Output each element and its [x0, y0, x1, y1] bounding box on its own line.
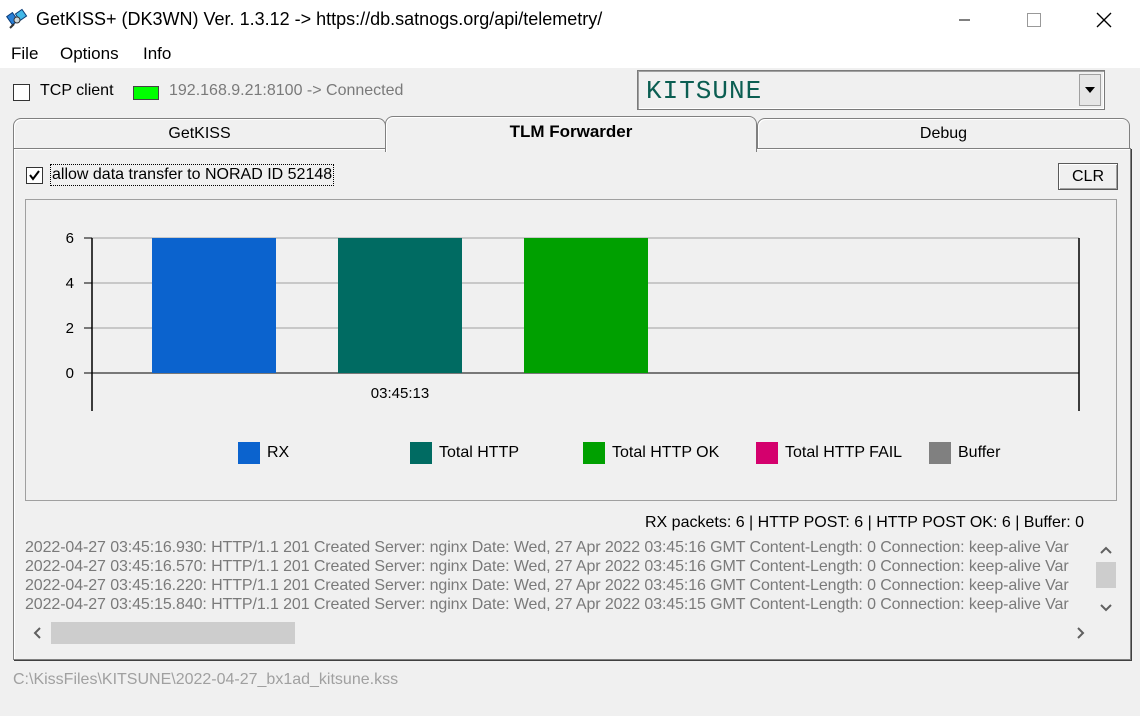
tcp-client-label: TCP client [40, 82, 114, 99]
tab-debug[interactable]: Debug [757, 118, 1130, 150]
close-icon [1096, 12, 1112, 28]
tcp-client-checkbox[interactable] [13, 84, 30, 101]
legend-swatch [583, 442, 605, 464]
legend-swatch [929, 442, 951, 464]
allow-transfer-checkbox[interactable] [26, 167, 43, 184]
log-line: 2022-04-27 03:45:16.930: HTTP/1.1 201 Cr… [25, 539, 1069, 556]
scroll-down-button[interactable] [1098, 600, 1114, 616]
satellite-select[interactable]: KITSUNE [637, 70, 1105, 110]
x-tick-label: 03:45:13 [371, 385, 429, 402]
bar-rx [152, 238, 276, 373]
menu-options[interactable]: Options [60, 44, 119, 63]
log-line: 2022-04-27 03:45:16.220: HTTP/1.1 201 Cr… [25, 577, 1069, 594]
tab-getkiss[interactable]: GetKISS [13, 118, 386, 150]
y-tick-label: 6 [66, 230, 74, 247]
connection-status-led [133, 86, 159, 100]
log-vertical-scroll-thumb[interactable] [1096, 562, 1116, 588]
connection-status-text: 192.168.9.21:8100 -> Connected [169, 82, 404, 99]
stats-summary: RX packets: 6 | HTTP POST: 6 | HTTP POST… [645, 514, 1084, 531]
clear-button[interactable]: CLR [1058, 163, 1118, 190]
chart-area: 0 2 4 6 03:45:13 [25, 199, 1117, 501]
tab-tlm-forwarder[interactable]: TLM Forwarder [385, 116, 757, 152]
log-line: 2022-04-27 03:45:15.840: HTTP/1.1 201 Cr… [25, 596, 1069, 613]
file-path-status: C:\KissFiles\KITSUNE\2022-04-27_bx1ad_ki… [13, 671, 399, 688]
scroll-right-button[interactable] [1073, 625, 1089, 641]
bar-chart: 0 2 4 6 03:45:13 [66, 230, 1080, 411]
legend-swatch [756, 442, 778, 464]
bar-total-http-ok [524, 238, 648, 373]
menu-bar: File Options Info [0, 40, 1140, 68]
log-horizontal-scroll-thumb[interactable] [51, 622, 295, 644]
menu-file[interactable]: File [11, 44, 39, 63]
chevron-down-icon [1100, 604, 1112, 612]
tab-tlm-forwarder-label: TLM Forwarder [509, 122, 633, 141]
legend-swatch [410, 442, 432, 464]
chevron-left-icon [33, 627, 41, 639]
legend-label: RX [267, 444, 290, 461]
tab-debug-label: Debug [919, 125, 968, 142]
legend-label: Total HTTP OK [612, 444, 720, 461]
title-bar: GetKISS+ (DK3WN) Ver. 1.3.12 -> https://… [0, 0, 1140, 40]
log-line: 2022-04-27 03:45:16.570: HTTP/1.1 201 Cr… [25, 558, 1069, 575]
minimize-button[interactable] [942, 0, 988, 40]
y-tick-label: 4 [66, 275, 74, 292]
legend-label: Buffer [958, 444, 1001, 461]
bar-total-http [338, 238, 462, 373]
maximize-icon [1027, 13, 1041, 27]
checkmark-icon [29, 170, 40, 181]
maximize-button[interactable] [1011, 0, 1057, 40]
scroll-up-button[interactable] [1098, 542, 1114, 558]
scroll-left-button[interactable] [29, 625, 45, 641]
y-tick-label: 0 [66, 365, 74, 382]
menu-info[interactable]: Info [143, 44, 172, 63]
chevron-down-icon [1085, 87, 1095, 93]
satellite-select-value: KITSUNE [646, 76, 763, 106]
legend-label: Total HTTP FAIL [785, 444, 903, 461]
window-title: GetKISS+ (DK3WN) Ver. 1.3.12 -> https://… [36, 9, 603, 29]
satellite-dropdown-button[interactable] [1079, 74, 1101, 106]
allow-transfer-label[interactable]: allow data transfer to NORAD ID 52148 [49, 164, 335, 186]
legend-swatch [238, 442, 260, 464]
close-button[interactable] [1081, 0, 1127, 40]
satellite-icon [6, 8, 28, 29]
legend-label: Total HTTP [439, 444, 520, 461]
chevron-right-icon [1077, 627, 1085, 639]
y-tick-label: 2 [66, 320, 74, 337]
chevron-up-icon [1100, 546, 1112, 554]
minimize-icon [959, 19, 970, 21]
tab-getkiss-label: GetKISS [168, 125, 231, 142]
